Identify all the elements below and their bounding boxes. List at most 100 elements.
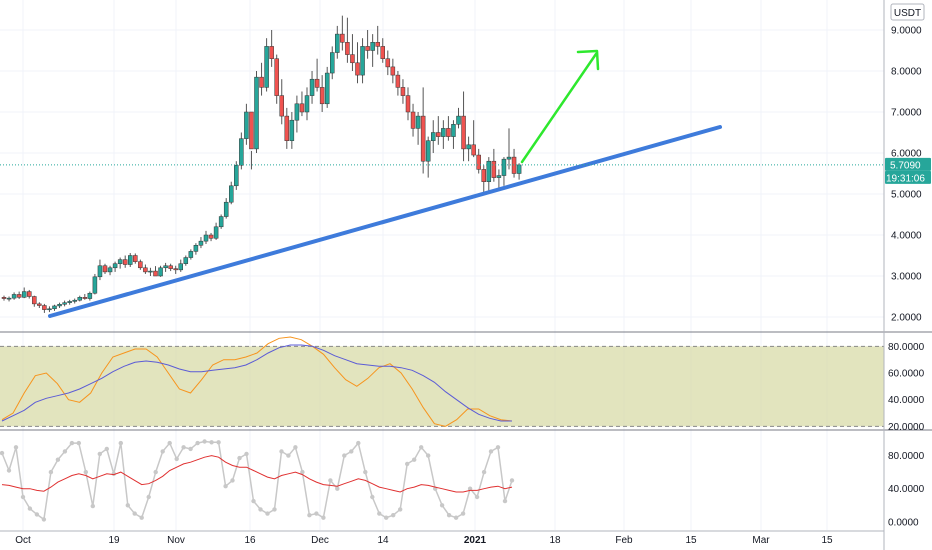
candle (330, 46, 335, 80)
price-tick-7: 2.0000 (891, 313, 922, 324)
osc-point (97, 451, 103, 457)
candle (304, 87, 310, 121)
candle (365, 30, 370, 59)
candle (395, 71, 401, 96)
osc-point (272, 507, 277, 512)
candle (223, 198, 229, 219)
candle (284, 107, 290, 149)
time-tick-11: 15 (821, 535, 833, 546)
price-tick-4: 5.0000 (891, 190, 922, 201)
candle (168, 263, 173, 272)
price-tick-1: 8.0000 (891, 67, 922, 78)
candle (97, 259, 103, 281)
candle (491, 148, 497, 182)
osc-point (342, 453, 347, 458)
candle (72, 298, 77, 304)
osc-raw-line (1, 440, 513, 521)
candle (309, 71, 315, 104)
candle (249, 111, 254, 170)
candle (82, 294, 88, 300)
up-arrow-icon[interactable] (520, 49, 600, 164)
candle (274, 54, 279, 104)
candle (441, 120, 446, 149)
osc-point (300, 469, 305, 475)
candle (47, 306, 52, 313)
osc-point (509, 478, 515, 483)
osc-point (293, 445, 298, 450)
osc-point (230, 478, 235, 483)
time-axis[interactable]: Oct 19 Nov 16 Dec 14 2021 18 Feb 15 Mar 15 (15, 535, 833, 546)
osc-point (104, 446, 110, 452)
price-axis[interactable]: 9.0000 8.0000 7.0000 6.0000 5.0000 4.0000 3.00… (888, 26, 925, 529)
candle (244, 103, 249, 145)
stoch-d-line (1, 344, 512, 422)
candle (410, 103, 416, 137)
osc-point (426, 453, 431, 458)
price-tick-5: 4.0000 (891, 231, 922, 242)
candle (456, 107, 461, 129)
osc-point (370, 494, 375, 500)
osc-point (181, 445, 186, 450)
osc-point (363, 469, 368, 475)
time-tick-0: Oct (15, 535, 31, 546)
osc-point (41, 517, 47, 522)
osc-point (0, 450, 5, 456)
candle (324, 66, 330, 108)
candle (380, 38, 385, 63)
stoch-overbought-oversold-band (0, 346, 884, 427)
candle (213, 222, 219, 240)
candle (62, 300, 67, 307)
candle (350, 34, 355, 71)
stoch-tick-0: 80.0000 (888, 342, 925, 353)
price-tick-0: 9.0000 (891, 26, 922, 37)
candle (183, 255, 189, 266)
candle (446, 116, 451, 141)
candle (77, 295, 82, 302)
candle (506, 128, 512, 170)
candle (37, 302, 42, 308)
candle (27, 289, 32, 299)
time-tick-9: 15 (685, 535, 697, 546)
osc-point (412, 457, 417, 462)
osc-point (34, 512, 40, 517)
candle (471, 120, 476, 158)
stoch-tick-3: 20.0000 (888, 422, 925, 433)
time-tick-5: 14 (377, 535, 389, 546)
osc-point (495, 445, 501, 450)
candle (289, 112, 295, 149)
candle (193, 243, 199, 255)
candle (203, 230, 209, 245)
candle (294, 95, 300, 133)
stoch-tick-2: 40.0000 (888, 395, 925, 406)
stochastic-indicator (1, 336, 513, 427)
osc-point (62, 449, 68, 454)
candle (385, 50, 391, 76)
osc-point (321, 515, 326, 520)
candle (405, 87, 411, 121)
candle (42, 303, 47, 313)
candle (279, 79, 284, 125)
osc-point (20, 494, 26, 500)
trendline[interactable] (48, 125, 722, 318)
time-tick-1: 19 (108, 535, 120, 546)
candle (254, 71, 259, 153)
candle (117, 257, 123, 269)
candle (122, 255, 128, 268)
osc-point (356, 440, 361, 446)
osc-point (405, 461, 410, 467)
candle (178, 259, 183, 272)
candle (476, 148, 481, 174)
candle (32, 295, 37, 307)
currency-badge[interactable]: USDT (890, 3, 925, 21)
osc-avg-line (1, 455, 513, 493)
candle (1, 295, 7, 301)
osc-point (27, 506, 33, 511)
last-price-tag: 5.7090 19:31:06 (885, 157, 931, 184)
candle (415, 112, 421, 145)
candle (431, 120, 436, 153)
candle (436, 116, 441, 145)
candle (390, 58, 396, 84)
osc-point (398, 507, 403, 512)
osc-point (132, 511, 137, 516)
candle (218, 214, 224, 229)
